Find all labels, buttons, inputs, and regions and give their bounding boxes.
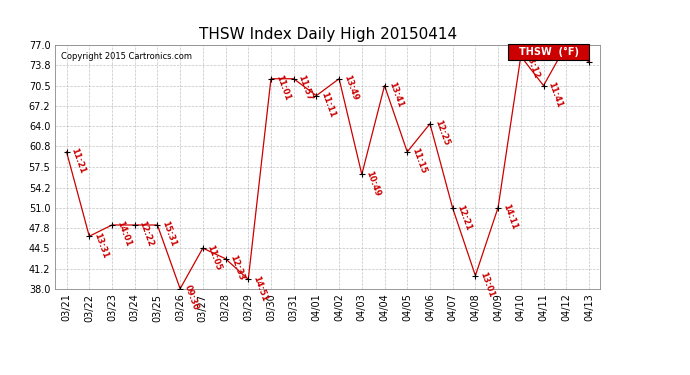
Text: 11:21: 11:21 xyxy=(69,147,87,175)
Text: 11:01: 11:01 xyxy=(274,74,291,102)
Text: 13:49: 13:49 xyxy=(342,74,359,102)
Text: 10:49: 10:49 xyxy=(364,170,382,198)
Text: 15:31: 15:31 xyxy=(160,220,178,248)
Text: 14:51: 14:51 xyxy=(251,274,268,303)
Text: 11:15: 11:15 xyxy=(410,147,428,175)
Text: 12:33: 12:33 xyxy=(228,254,246,282)
Text: 11:11: 11:11 xyxy=(319,91,337,119)
Text: 09:30: 09:30 xyxy=(183,284,200,312)
Text: 13:41: 13:41 xyxy=(387,81,405,109)
Text: 11:41: 11:41 xyxy=(546,81,564,109)
Text: 12:22: 12:22 xyxy=(137,220,155,248)
Text: 12:21: 12:21 xyxy=(455,203,473,231)
Text: Copyright 2015 Cartronics.com: Copyright 2015 Cartronics.com xyxy=(61,53,192,61)
Title: THSW Index Daily High 20150414: THSW Index Daily High 20150414 xyxy=(199,27,457,42)
Text: 14:01: 14:01 xyxy=(115,220,132,248)
Text: THSW  (°F): THSW (°F) xyxy=(518,46,578,57)
Text: 13:01: 13:01 xyxy=(478,271,495,299)
Text: 14:11: 14:11 xyxy=(501,202,518,231)
Text: 11:57: 11:57 xyxy=(297,74,314,102)
Text: 11:05: 11:05 xyxy=(206,243,223,272)
Text: 12:25: 12:25 xyxy=(433,119,451,147)
Text: 13:12: 13:12 xyxy=(524,51,541,80)
FancyBboxPatch shape xyxy=(508,44,589,60)
Text: 13:31: 13:31 xyxy=(92,231,110,260)
